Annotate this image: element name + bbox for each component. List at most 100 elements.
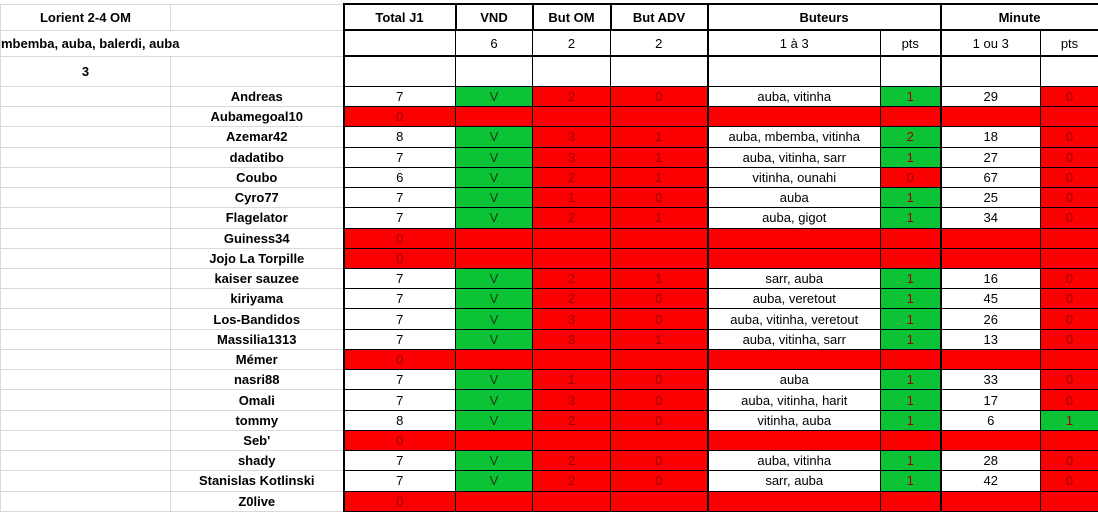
cell-vnd[interactable]: V [455,146,533,168]
header-buteurs-pts[interactable]: pts [880,29,941,58]
cell-total[interactable]: 8 [342,126,456,148]
cell-buteurs[interactable] [706,227,881,249]
cell-buteurs[interactable]: auba, mbemba, vitinha [706,126,881,148]
match-title[interactable]: Lorient 2-4 OM [0,3,171,31]
cell-spacer[interactable] [0,348,171,371]
cell-but-om[interactable]: 3 [532,328,611,350]
cell-spacer[interactable] [0,106,171,128]
points-cell[interactable]: 3 [0,55,171,87]
cell-player-name[interactable]: Massilia1313 [170,328,344,350]
cell-but-om[interactable]: 2 [532,268,611,290]
cell-minute[interactable]: 13 [939,328,1041,350]
header-minute[interactable]: Minute [939,2,1098,32]
cell-but-om[interactable] [532,247,611,270]
cell-vnd[interactable]: V [455,85,533,108]
cell-buteurs[interactable]: auba, vitinha, sarr [706,146,881,168]
cell-but-om[interactable] [532,227,611,249]
cell-minute[interactable]: 18 [939,126,1041,148]
cell-answer-total[interactable] [342,29,456,58]
cell-buteurs[interactable]: auba, vitinha, veretout [706,308,881,330]
cell-minute[interactable]: 6 [939,409,1041,431]
cell-spacer[interactable] [0,166,171,189]
cell-player-name[interactable]: Los-Bandidos [170,308,344,330]
cell-empty[interactable] [939,55,1041,87]
cell-but-om[interactable] [532,429,611,452]
cell-minute[interactable]: 34 [939,207,1041,229]
cell-vnd[interactable]: V [455,187,533,209]
cell-total[interactable]: 0 [342,247,456,270]
cell-player-name[interactable]: Flagelator [170,207,344,229]
cell-but-adv[interactable]: 1 [610,126,708,148]
cell-minute-pts[interactable]: 0 [1039,389,1098,411]
cell-vnd[interactable]: V [455,328,533,350]
cell-total[interactable]: 7 [342,187,456,209]
cell-buteurs[interactable]: sarr, auba [706,470,881,492]
cell-but-om[interactable]: 3 [532,126,611,148]
cell-vnd[interactable] [455,247,533,270]
cell-player-name[interactable]: dadatibo [170,146,344,168]
cell-answer-vnd[interactable]: 6 [455,29,533,58]
cell-player-name[interactable]: Mémer [170,348,344,371]
cell-minute[interactable]: 17 [939,389,1041,411]
header-buteurs[interactable]: Buteurs [706,2,942,32]
cell-spacer[interactable] [0,369,171,391]
cell-vnd[interactable]: V [455,308,533,330]
cell-spacer[interactable] [170,55,344,87]
cell-answer-but-adv[interactable]: 2 [610,29,708,58]
cell-minute[interactable]: 25 [939,187,1041,209]
header-minute-pts[interactable]: pts [1039,29,1098,58]
cell-but-om[interactable]: 3 [532,146,611,168]
header-buteurs-range[interactable]: 1 à 3 [706,29,881,58]
cell-minute-pts[interactable]: 0 [1039,126,1098,148]
cell-buteurs-pts[interactable]: 1 [880,308,941,330]
cell-player-name[interactable]: shady [170,450,344,472]
cell-but-adv[interactable] [610,227,708,249]
cell-minute[interactable] [939,429,1041,452]
cell-vnd[interactable] [455,227,533,249]
cell-buteurs[interactable]: auba, gigot [706,207,881,229]
cell-spacer[interactable] [0,85,171,108]
cell-buteurs[interactable] [706,429,881,452]
cell-total[interactable]: 0 [342,227,456,249]
cell-but-adv[interactable]: 0 [610,187,708,209]
cell-buteurs-pts[interactable]: 1 [880,450,941,472]
cell-but-om[interactable] [532,490,611,512]
cell-minute-pts[interactable] [1039,429,1098,452]
cell-player-name[interactable]: Coubo [170,166,344,189]
cell-spacer[interactable] [0,268,171,290]
cell-total[interactable]: 7 [342,389,456,411]
cell-buteurs[interactable]: auba, vitinha, sarr [706,328,881,350]
cell-minute-pts[interactable] [1039,247,1098,270]
cell-minute[interactable]: 67 [939,166,1041,189]
cell-player-name[interactable]: Stanislas Kotlinski [170,470,344,492]
cell-player-name[interactable]: kaiser sauzee [170,268,344,290]
cell-player-name[interactable]: Seb' [170,429,344,452]
cell-vnd[interactable]: V [455,389,533,411]
cell-minute[interactable] [939,348,1041,371]
cell-buteurs[interactable]: auba, vitinha, harit [706,389,881,411]
cell-minute-pts[interactable]: 0 [1039,450,1098,472]
cell-minute-pts[interactable]: 0 [1039,369,1098,391]
cell-minute-pts[interactable]: 0 [1039,166,1098,189]
cell-minute-pts[interactable]: 0 [1039,308,1098,330]
cell-total[interactable]: 0 [342,106,456,128]
cell-player-name[interactable]: Azemar42 [170,126,344,148]
header-but-adv[interactable]: But ADV [609,2,709,32]
cell-player-name[interactable]: Andreas [170,85,344,108]
header-total[interactable]: Total J1 [342,2,457,32]
cell-player-name[interactable]: kiriyama [170,288,344,310]
cell-buteurs-pts[interactable]: 1 [880,409,941,431]
cell-buteurs[interactable] [706,490,881,512]
cell-total[interactable]: 8 [342,409,456,431]
header-but-om[interactable]: But OM [531,2,612,32]
cell-buteurs[interactable]: auba [706,369,881,391]
cell-but-om[interactable]: 2 [532,166,611,189]
cell-but-adv[interactable]: 1 [610,207,708,229]
cell-empty[interactable] [342,55,456,87]
cell-but-adv[interactable]: 0 [610,85,708,108]
cell-but-om[interactable]: 2 [532,288,611,310]
cell-empty[interactable] [532,55,611,87]
cell-minute[interactable] [939,106,1041,128]
cell-minute[interactable]: 33 [939,369,1041,391]
cell-vnd[interactable]: V [455,288,533,310]
